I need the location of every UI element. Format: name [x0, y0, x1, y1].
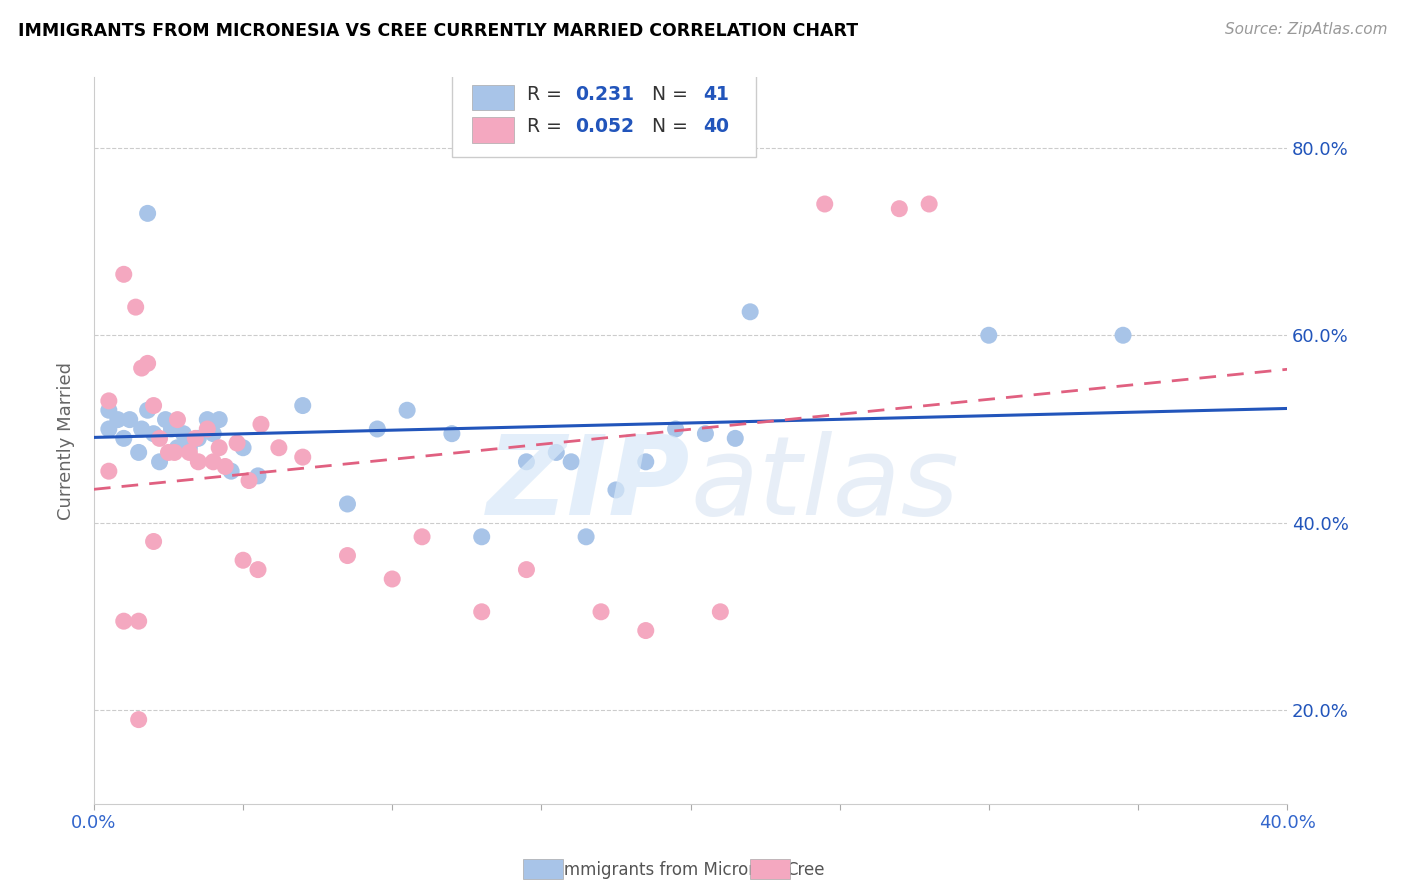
Point	[471, 605, 494, 619]
Text: 41: 41	[703, 85, 730, 103]
Point	[208, 441, 231, 455]
Point	[195, 422, 218, 436]
Point	[267, 441, 290, 455]
Point	[291, 399, 314, 413]
Text: Cree: Cree	[786, 861, 824, 879]
FancyBboxPatch shape	[472, 118, 515, 143]
Point	[118, 412, 141, 426]
Point	[214, 459, 236, 474]
Point	[179, 441, 201, 455]
Text: R =: R =	[527, 85, 568, 103]
Point	[411, 530, 433, 544]
Text: 0.231: 0.231	[575, 85, 634, 103]
Point	[195, 412, 218, 426]
Point	[515, 455, 537, 469]
Point	[136, 403, 159, 417]
Point	[471, 530, 494, 544]
Point	[336, 549, 359, 563]
Point	[814, 197, 837, 211]
Point	[166, 441, 188, 455]
Point	[232, 441, 254, 455]
Point	[97, 403, 120, 417]
Point	[128, 713, 150, 727]
Point	[136, 206, 159, 220]
Point	[246, 563, 269, 577]
Point	[125, 300, 148, 314]
Point	[142, 534, 165, 549]
Point	[112, 614, 135, 628]
Point	[1112, 328, 1135, 343]
Point	[148, 455, 170, 469]
Point	[155, 412, 177, 426]
Point	[142, 426, 165, 441]
Text: N =: N =	[652, 85, 695, 103]
Point	[97, 464, 120, 478]
Point	[202, 426, 225, 441]
Point	[238, 474, 260, 488]
Point	[157, 445, 180, 459]
Point	[291, 450, 314, 464]
Point	[560, 455, 582, 469]
Point	[97, 422, 120, 436]
Text: 0.052: 0.052	[575, 118, 634, 136]
Point	[246, 468, 269, 483]
Point	[977, 328, 1000, 343]
Point	[250, 417, 273, 432]
Point	[187, 431, 209, 445]
Point	[515, 563, 537, 577]
Point	[740, 305, 762, 319]
Point	[202, 455, 225, 469]
Point	[381, 572, 404, 586]
Point	[97, 393, 120, 408]
Point	[187, 455, 209, 469]
Point	[160, 422, 183, 436]
Point	[148, 431, 170, 445]
Y-axis label: Currently Married: Currently Married	[58, 362, 75, 520]
Point	[107, 412, 129, 426]
Point	[724, 431, 747, 445]
Text: Source: ZipAtlas.com: Source: ZipAtlas.com	[1225, 22, 1388, 37]
Text: atlas: atlas	[690, 431, 959, 538]
Point	[605, 483, 627, 497]
Point	[166, 412, 188, 426]
FancyBboxPatch shape	[451, 74, 756, 157]
Text: R =: R =	[527, 118, 568, 136]
Point	[136, 356, 159, 370]
Point	[208, 412, 231, 426]
Point	[232, 553, 254, 567]
Point	[128, 614, 150, 628]
Point	[179, 445, 201, 459]
Text: ZIP: ZIP	[486, 431, 690, 538]
Text: 40: 40	[703, 118, 730, 136]
Point	[128, 445, 150, 459]
Point	[172, 426, 194, 441]
Text: Immigrants from Micronesia: Immigrants from Micronesia	[560, 861, 793, 879]
Point	[336, 497, 359, 511]
Point	[918, 197, 941, 211]
Point	[366, 422, 388, 436]
Point	[219, 464, 242, 478]
Point	[396, 403, 419, 417]
Point	[131, 422, 153, 436]
Point	[226, 436, 249, 450]
Point	[634, 455, 657, 469]
Point	[112, 431, 135, 445]
FancyBboxPatch shape	[472, 85, 515, 110]
Point	[440, 426, 463, 441]
Point	[695, 426, 717, 441]
Point	[184, 431, 207, 445]
Point	[163, 445, 186, 459]
Point	[665, 422, 688, 436]
Point	[131, 361, 153, 376]
Point	[709, 605, 731, 619]
Point	[634, 624, 657, 638]
Point	[546, 445, 568, 459]
Text: IMMIGRANTS FROM MICRONESIA VS CREE CURRENTLY MARRIED CORRELATION CHART: IMMIGRANTS FROM MICRONESIA VS CREE CURRE…	[18, 22, 859, 40]
Point	[575, 530, 598, 544]
Point	[589, 605, 612, 619]
Point	[142, 399, 165, 413]
Point	[889, 202, 911, 216]
Point	[112, 268, 135, 282]
Text: N =: N =	[652, 118, 695, 136]
